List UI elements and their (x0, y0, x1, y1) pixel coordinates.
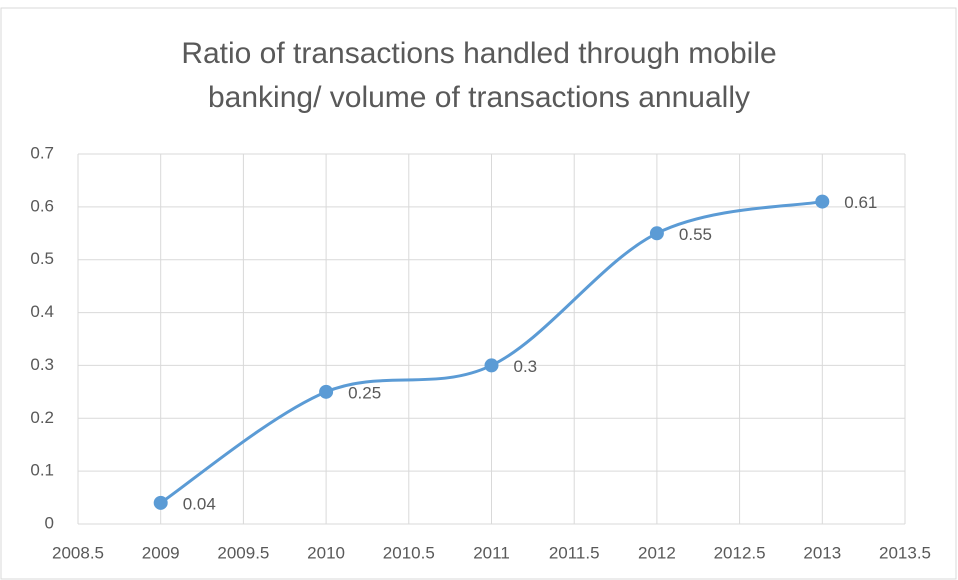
y-tick-label: 0.4 (30, 302, 54, 321)
x-tick-label: 2012.5 (714, 543, 766, 562)
x-tick-label: 2009 (142, 543, 180, 562)
x-tick-label: 2010 (307, 543, 345, 562)
data-point (815, 194, 830, 209)
y-tick-label: 0 (45, 513, 54, 532)
data-label: 0.25 (348, 383, 381, 402)
x-tick-label: 2010.5 (383, 543, 435, 562)
x-tick-label: 2009.5 (217, 543, 269, 562)
data-point (153, 495, 168, 510)
y-tick-label: 0.5 (30, 249, 54, 268)
data-label: 0.61 (844, 193, 877, 212)
x-tick-label: 2011 (473, 543, 510, 562)
data-point (319, 384, 334, 399)
x-tick-label: 2013 (803, 543, 841, 562)
x-tick-label: 2013.5 (879, 543, 931, 562)
y-tick-label: 0.6 (30, 196, 54, 215)
chart-border (0, 7, 957, 580)
data-label: 0.55 (679, 225, 712, 244)
chart-title: Ratio of transactions handled through mo… (181, 37, 777, 114)
y-tick-label: 0.7 (30, 143, 54, 162)
x-tick-label: 2008.5 (52, 543, 104, 562)
x-tick-label: 2011.5 (549, 543, 600, 562)
data-label: 0.04 (183, 494, 216, 513)
y-tick-label: 0.3 (30, 355, 54, 374)
data-label: 0.3 (514, 357, 538, 376)
y-tick-label: 0.2 (30, 408, 54, 427)
data-point (649, 226, 664, 241)
data-point (484, 358, 499, 373)
y-tick-label: 0.1 (30, 461, 54, 480)
x-tick-label: 2012 (638, 543, 676, 562)
